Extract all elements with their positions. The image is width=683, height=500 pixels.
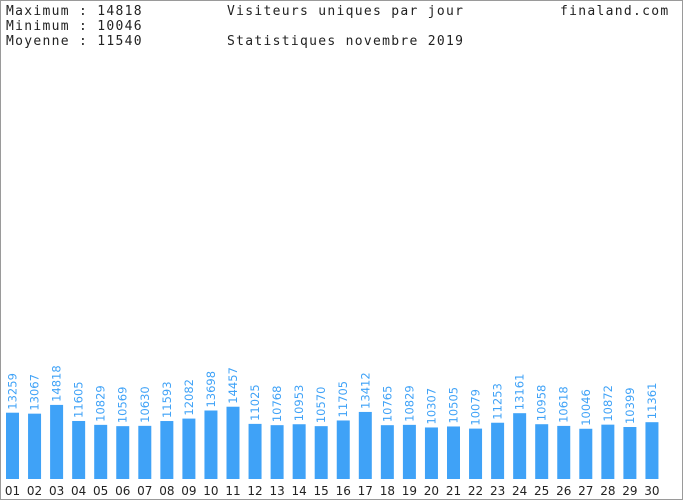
value-label-04: 11605 [72, 381, 86, 418]
x-tick-08: 08 [159, 484, 174, 498]
value-label-28: 10872 [601, 385, 615, 422]
value-label-05: 10829 [94, 385, 108, 422]
bar-15 [314, 426, 328, 479]
x-tick-28: 28 [600, 484, 615, 498]
x-tick-11: 11 [225, 484, 240, 498]
x-tick-12: 12 [247, 484, 262, 498]
bar-23 [491, 422, 505, 480]
value-label-27: 10046 [579, 389, 593, 426]
x-tick-18: 18 [380, 484, 395, 498]
bar-25 [535, 424, 549, 479]
value-label-06: 10569 [116, 387, 130, 424]
value-label-25: 10958 [535, 385, 549, 422]
bar-16 [336, 420, 350, 479]
x-tick-25: 25 [534, 484, 549, 498]
x-tick-21: 21 [446, 484, 461, 498]
x-tick-29: 29 [622, 484, 637, 498]
bar-28 [601, 424, 615, 479]
value-label-15: 10570 [314, 387, 328, 424]
x-tick-14: 14 [292, 484, 307, 498]
bar-14 [292, 424, 306, 480]
bar-02 [28, 413, 42, 479]
bar-27 [579, 428, 593, 479]
x-tick-24: 24 [512, 484, 527, 498]
x-tick-06: 06 [115, 484, 130, 498]
bar-08 [160, 421, 174, 479]
bar-09 [182, 418, 196, 479]
bar-03 [50, 404, 64, 479]
x-tick-16: 16 [336, 484, 351, 498]
value-label-29: 10399 [623, 387, 637, 424]
x-tick-07: 07 [137, 484, 152, 498]
site-name: finaland.com [560, 4, 670, 19]
value-label-01: 13259 [6, 373, 20, 410]
value-label-07: 10630 [138, 386, 152, 423]
bar-29 [623, 427, 637, 479]
bar-04 [72, 420, 86, 479]
value-label-18: 10765 [380, 386, 394, 423]
bar-21 [447, 426, 460, 479]
bar-10 [204, 410, 218, 479]
x-tick-01: 01 [5, 484, 20, 498]
x-tick-23: 23 [490, 484, 505, 498]
x-tick-03: 03 [49, 484, 64, 498]
minimum-stat: Minimum : 10046 [6, 19, 143, 34]
value-label-02: 13067 [28, 374, 42, 411]
x-tick-30: 30 [644, 484, 659, 498]
x-tick-05: 05 [93, 484, 108, 498]
x-tick-20: 20 [424, 484, 439, 498]
value-label-21: 10505 [447, 387, 461, 424]
value-label-24: 13161 [513, 374, 527, 411]
value-label-22: 10079 [469, 389, 483, 426]
value-label-13: 10768 [270, 386, 284, 423]
x-tick-27: 27 [578, 484, 593, 498]
value-label-09: 12082 [182, 379, 196, 416]
x-tick-09: 09 [181, 484, 196, 498]
value-label-11: 14457 [226, 367, 240, 404]
bar-01 [6, 412, 19, 479]
x-tick-19: 19 [402, 484, 417, 498]
average-stat: Moyenne : 11540 [6, 34, 143, 49]
value-label-20: 10307 [424, 388, 438, 425]
value-label-30: 11361 [645, 383, 659, 420]
bar-26 [557, 425, 571, 479]
bar-05 [94, 424, 108, 480]
x-tick-13: 13 [269, 484, 284, 498]
bar-24 [513, 413, 527, 479]
bar-22 [469, 428, 483, 480]
x-tick-04: 04 [71, 484, 86, 498]
bar-19 [402, 424, 416, 480]
value-label-26: 10618 [557, 386, 571, 423]
bar-07 [138, 425, 152, 479]
x-tick-02: 02 [27, 484, 42, 498]
bar-17 [358, 411, 372, 479]
value-label-10: 13698 [204, 371, 218, 408]
x-tick-10: 10 [203, 484, 218, 498]
bar-30 [645, 422, 659, 479]
maximum-stat: Maximum : 14818 [6, 4, 143, 19]
x-tick-17: 17 [358, 484, 373, 498]
bar-13 [270, 425, 284, 479]
bar-20 [424, 427, 438, 479]
chart-subtitle: Statistiques novembre 2019 [227, 34, 465, 49]
value-label-17: 13412 [358, 372, 372, 409]
value-label-16: 11705 [336, 381, 350, 418]
value-label-19: 10829 [402, 385, 416, 422]
bar-12 [248, 423, 262, 480]
value-label-14: 10953 [292, 385, 306, 422]
chart-title: Visiteurs uniques par jour [227, 4, 465, 19]
x-tick-15: 15 [314, 484, 329, 498]
value-label-03: 14818 [50, 365, 64, 402]
x-tick-22: 22 [468, 484, 483, 498]
value-label-12: 11025 [248, 384, 262, 421]
value-label-08: 11593 [160, 381, 174, 418]
bar-11 [226, 406, 240, 479]
value-label-23: 11253 [491, 383, 505, 420]
bar-06 [116, 426, 130, 479]
bar-18 [380, 425, 394, 480]
x-tick-26: 26 [556, 484, 571, 498]
